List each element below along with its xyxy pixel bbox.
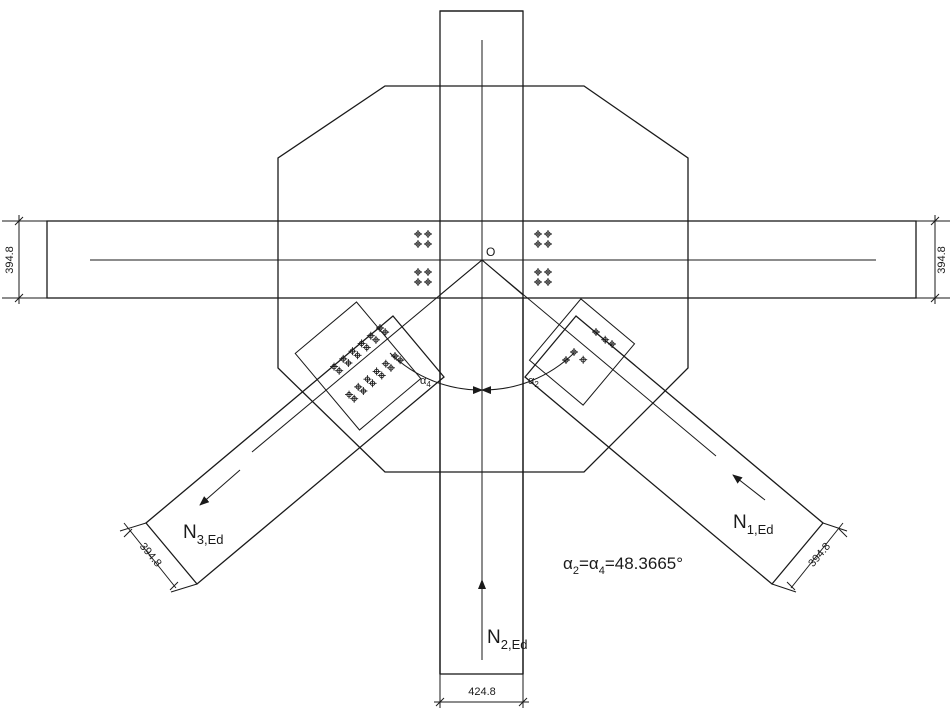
brace-3-bolt-cross (350, 394, 359, 403)
brace-3-bolt-cross (362, 343, 371, 352)
dimension-vertical: 424.8 (434, 674, 529, 708)
svg-text:394.8: 394.8 (806, 541, 833, 570)
brace-3-bolt-cross (372, 367, 381, 376)
chord-bolt-cross (414, 268, 422, 276)
svg-text:394.8: 394.8 (4, 246, 16, 274)
brace-1-bolt-cross (608, 340, 616, 348)
brace-3-bolt-cross (353, 351, 362, 360)
chord-bolt-cross (544, 240, 552, 248)
brace-3-bolt-cross (363, 375, 372, 384)
chord-bolt-cross (414, 230, 422, 238)
brace-3-bolt-cross (335, 366, 344, 375)
chord-bolt-cross (544, 268, 552, 276)
brace-1-splice-plate (528, 298, 636, 406)
brace-3-bolt-cross (366, 331, 375, 340)
chord-bolt-cross (544, 278, 552, 286)
dimension-chord-left: 394.8 (2, 215, 47, 304)
angle-arc-4 (389, 352, 483, 395)
brace-3-bolt-cross (345, 390, 354, 399)
chord-bolt-cross (534, 230, 542, 238)
angle-label-4: α4 (420, 375, 431, 389)
force-label-n2: N2,Ed (487, 627, 527, 652)
chord-bolt-cross (424, 268, 432, 276)
brace-3-bolt-cross (386, 363, 395, 372)
brace-3-bolt-cross (391, 352, 399, 360)
chord-bolt-cross (534, 278, 542, 286)
chord-bolt-cross (424, 278, 432, 286)
brace-3-bolt-cross (348, 347, 357, 356)
brace-3-splice-plate (294, 301, 422, 431)
brace-3-bolt-cross (381, 328, 390, 337)
chord-bolt-cross (534, 268, 542, 276)
chord-bolt-cross (544, 230, 552, 238)
chord-bolt-cross (414, 278, 422, 286)
svg-text:394.8: 394.8 (936, 246, 948, 274)
brace-3-bolt-cross (330, 362, 339, 371)
angle-label-2: α2 (528, 375, 539, 389)
svg-text:394.8: 394.8 (137, 541, 164, 570)
angle-arc-2 (481, 352, 575, 395)
dimension-chord-right: 394.8 (916, 215, 950, 304)
brace-1-bolt-cross (601, 335, 610, 344)
force-arrow-n3 (199, 469, 241, 506)
bolt-group (330, 230, 616, 403)
dimension-brace-1: 394.8 (771, 522, 848, 593)
brace-3-bolt-cross (354, 382, 363, 391)
chord-bolt-cross (414, 240, 422, 248)
brace-3-bolt-cross (359, 386, 368, 395)
chord-bolt-cross (424, 240, 432, 248)
brace-3-bolt-cross (339, 354, 348, 363)
brace-3-bolt-cross (371, 335, 380, 344)
force-label-n3: N3,Ed (183, 522, 223, 547)
brace-3-bolt-cross (381, 359, 390, 368)
brace-3-bolt-cross (368, 379, 377, 388)
angle-value-note: α2=α4=48.3665° (563, 554, 683, 577)
brace-1-bolt-cross (592, 328, 600, 336)
svg-text:424.8: 424.8 (468, 686, 496, 698)
brace-3-bolt-cross (344, 358, 353, 367)
force-label-n1: N1,Ed (733, 512, 773, 537)
chord-bolt-cross (534, 240, 542, 248)
brace-3-bolt-cross (376, 324, 384, 332)
brace-3-bolt-cross (377, 371, 386, 380)
force-arrow-n1 (732, 474, 766, 501)
brace-1-bolt-cross (579, 355, 588, 364)
brace-1-bolt-cross (570, 348, 578, 356)
gusset-plate (277, 85, 689, 473)
chord-bolt-cross (424, 230, 432, 238)
origin-label: O (486, 245, 495, 259)
brace-3-bolt-cross (357, 339, 366, 348)
